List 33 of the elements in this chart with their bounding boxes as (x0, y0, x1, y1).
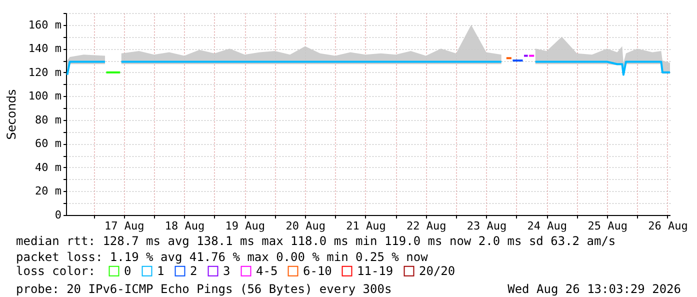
x-tick-label: 20 Aug (286, 220, 326, 232)
y-tick-label: 100 m (28, 90, 62, 103)
legend-label: 2 (190, 264, 198, 278)
y-tick-label: 0 (54, 208, 62, 222)
legend-label: 3 (223, 264, 230, 278)
legend-label: 1 (157, 264, 164, 278)
x-tick-label: 26 Aug (648, 220, 688, 232)
text: packet loss: 1.19 % avg 41.76 % max 0.00 % min 0.25 % now (16, 250, 429, 264)
x-tick-label: 17 Aug (104, 220, 144, 232)
y-tick-label: 120 m (28, 66, 62, 79)
legend-label: 11-19 (357, 264, 394, 278)
legend-label: 0 (124, 264, 132, 278)
y-tick-label: 160 m (28, 18, 62, 32)
y-axis-title: Seconds (4, 89, 18, 140)
legend-label: 20/20 (419, 264, 456, 278)
x-tick-label: 22 Aug (406, 220, 446, 232)
text: median rtt: 128.7 ms avg 138.1 ms max 118.0 ms min 119.0 ms now 2.0 ms sd 63.2 am/s (16, 234, 616, 248)
y-tick-label: 140 m (28, 42, 62, 56)
text: Wed Aug 26 13:03:29 2026 (508, 282, 681, 296)
x-tick-label: 21 Aug (346, 220, 386, 232)
y-tick-label: 60 m (35, 137, 62, 150)
y-tick-label: 40 m (35, 160, 62, 174)
legend-label: 6-10 (303, 264, 332, 278)
x-tick-label: 25 Aug (588, 220, 628, 232)
text: probe: 20 IPv6-ICMP Echo Pings (56 Bytes) every 300s (16, 282, 392, 296)
legend-label: 4-5 (256, 264, 278, 278)
y-tick-label: 20 m (35, 184, 62, 198)
y-tick-label: 80 m (35, 113, 62, 126)
legend-title: loss color: (16, 264, 96, 278)
x-tick-label: 19 Aug (225, 220, 266, 232)
x-tick-label: 23 Aug (466, 220, 507, 232)
x-tick-label: 24 Aug (527, 220, 568, 232)
x-tick-label: 18 Aug (164, 220, 205, 232)
